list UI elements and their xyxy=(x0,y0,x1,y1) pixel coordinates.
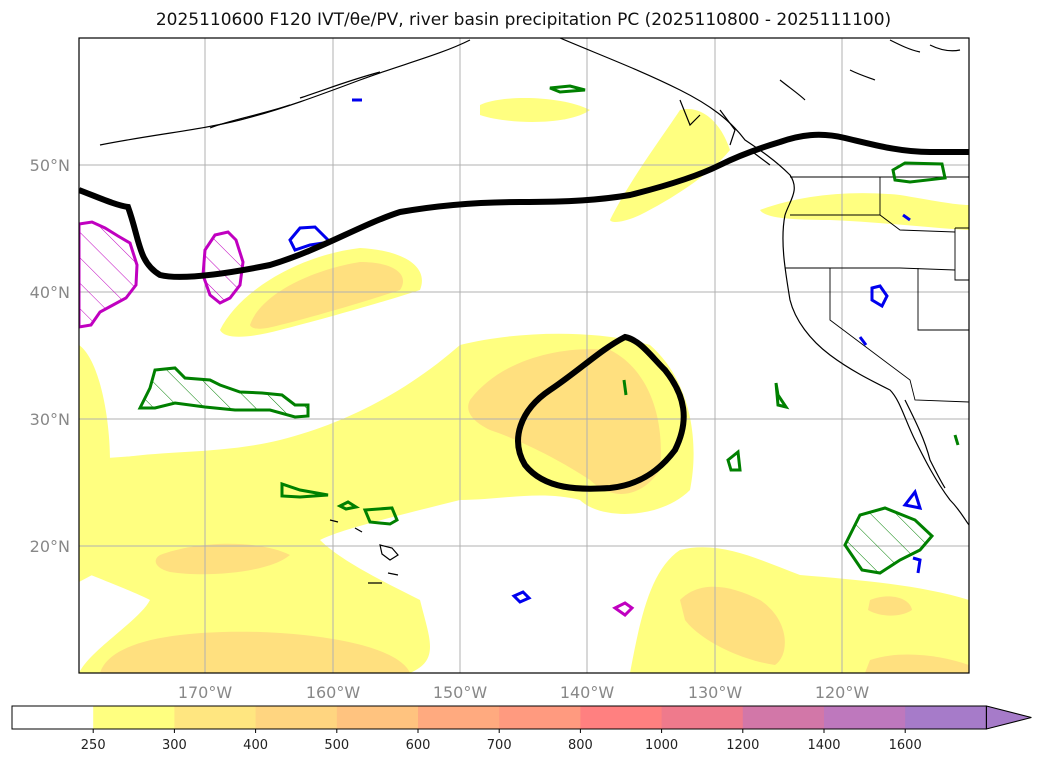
colorbar-segment xyxy=(12,706,94,729)
lat-label-20: 20°N xyxy=(30,537,70,556)
colorbar-label: 400 xyxy=(243,738,268,753)
lon-label-130w: 130°W xyxy=(688,683,743,702)
green-contours xyxy=(137,84,960,575)
colorbar: 250 300 400 500 600 700 800 1000 1200 1400 1600 xyxy=(11,705,1032,753)
latitude-labels: 50°N 40°N 30°N 20°N xyxy=(30,156,70,556)
lat-label-50: 50°N xyxy=(30,156,70,175)
lat-label-30: 30°N xyxy=(30,410,70,429)
colorbar-label: 1000 xyxy=(645,738,678,753)
lon-label-120w: 120°W xyxy=(815,683,870,702)
colorbar-segment xyxy=(824,706,906,729)
boundaries xyxy=(785,176,969,403)
colorbar-segment xyxy=(255,706,338,729)
longitude-labels: 170°W 160°W 150°W 140°W 130°W 120°W xyxy=(178,683,870,702)
map-border xyxy=(78,37,970,674)
lon-label-150w: 150°W xyxy=(433,683,488,702)
colorbar-extend-arrow xyxy=(985,705,1032,730)
pv-contours xyxy=(79,131,969,492)
colorbar-segment xyxy=(580,706,663,729)
colorbar-segment xyxy=(661,706,744,729)
colorbar-label: 300 xyxy=(162,738,187,753)
colorbar-segment xyxy=(174,706,257,729)
colorbar-label: 250 xyxy=(81,738,106,753)
lat-label-40: 40°N xyxy=(30,283,70,302)
lon-label-160w: 160°W xyxy=(306,683,361,702)
colorbar-label: 500 xyxy=(324,738,349,753)
colorbar-label: 1400 xyxy=(807,738,840,753)
lon-label-170w: 170°W xyxy=(178,683,233,702)
colorbar-label: 1200 xyxy=(726,738,759,753)
blue-contours xyxy=(288,98,923,604)
colorbar-label: 800 xyxy=(568,738,593,753)
colorbar-label: 600 xyxy=(406,738,431,753)
colorbar-segment xyxy=(336,706,419,729)
colorbar-segment xyxy=(499,706,581,729)
colorbar-segment xyxy=(418,706,500,729)
lon-label-140w: 140°W xyxy=(560,683,615,702)
colorbar-label: 700 xyxy=(487,738,512,753)
colorbar-label: 1600 xyxy=(889,738,922,753)
chart-title: 2025110600 F120 IVT/θe/PV, river basin p… xyxy=(155,10,892,30)
colorbar-segment xyxy=(93,706,175,729)
coastlines xyxy=(99,38,969,584)
colorbar-segment xyxy=(905,706,987,729)
colorbar-segment xyxy=(742,706,825,729)
magenta-contours xyxy=(79,220,635,617)
map-area xyxy=(79,38,969,673)
